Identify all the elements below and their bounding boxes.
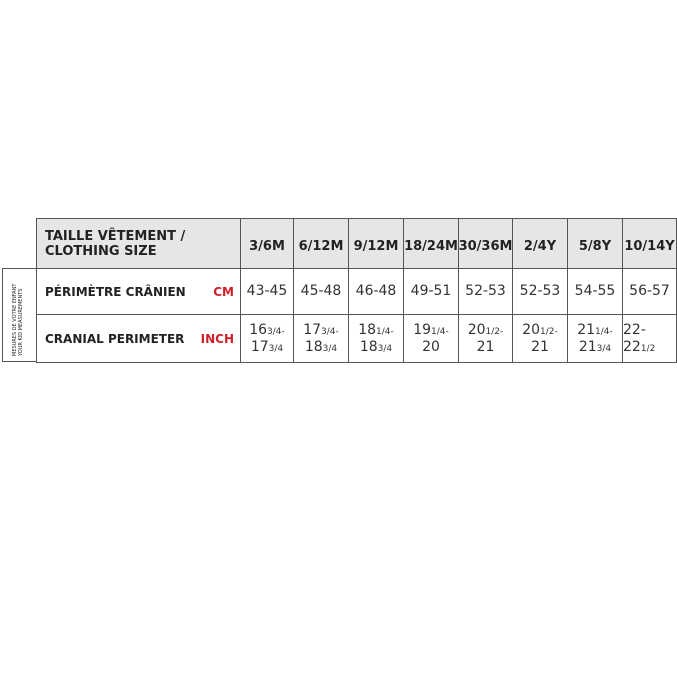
value-cell: 49-51 bbox=[403, 268, 459, 315]
value-whole: 21 bbox=[578, 338, 597, 355]
value-cell: 45-48 bbox=[293, 268, 349, 315]
value-whole: 21 bbox=[577, 321, 596, 338]
row-label-cell: CRANIAL PERIMETER INCH bbox=[36, 314, 241, 363]
value-fraction: 1/4- bbox=[431, 326, 449, 337]
value-fraction: 3/4- bbox=[267, 326, 285, 337]
value-line: 183/4 bbox=[360, 339, 392, 356]
value-line: 20 bbox=[422, 339, 440, 356]
value-fraction: 1/4- bbox=[595, 326, 613, 337]
value-whole: 21 bbox=[476, 338, 495, 355]
value-line: 201/2- bbox=[522, 322, 558, 339]
value-fraction: 1/2- bbox=[540, 326, 558, 337]
value-line: 173/4- bbox=[303, 322, 339, 339]
value-cell: 211/4- 213/4 bbox=[567, 314, 623, 363]
value-whole: 20 bbox=[422, 338, 440, 355]
value-cell: 52-53 bbox=[512, 268, 568, 315]
header-label-line: TAILLE VÊTEMENT / bbox=[45, 228, 186, 244]
value-whole: 19 bbox=[413, 321, 432, 338]
value-cell: 201/2- 21 bbox=[458, 314, 513, 363]
value-whole: 18 bbox=[304, 338, 323, 355]
value-fraction: 3/4 bbox=[377, 343, 393, 354]
size-header: 10/14Y bbox=[622, 218, 677, 269]
value-line: 211/4- bbox=[577, 322, 613, 339]
value-line: 21 bbox=[531, 339, 549, 356]
value-cell: 163/4- 173/4 bbox=[240, 314, 294, 363]
value-fraction: 3/4 bbox=[322, 343, 338, 354]
value-cell: 56-57 bbox=[622, 268, 677, 315]
header-label-line: CLOTHING SIZE bbox=[45, 243, 157, 259]
value-fraction: 1/4- bbox=[376, 326, 394, 337]
value-fraction: 3/4- bbox=[321, 326, 339, 337]
side-label: MESURES DE VOTRE ENFANT YOUR KID MEASUREM… bbox=[12, 266, 24, 356]
size-header: 30/36M bbox=[458, 218, 513, 269]
value-line: 163/4- bbox=[249, 322, 285, 339]
value-line: 201/2- bbox=[468, 322, 504, 339]
header-label: TAILLE VÊTEMENT / CLOTHING SIZE bbox=[36, 218, 241, 269]
value-whole: 17 bbox=[250, 338, 269, 355]
value-fraction: 1/2 bbox=[640, 343, 656, 354]
row-unit: INCH bbox=[200, 331, 234, 346]
size-header: 6/12M bbox=[293, 218, 349, 269]
value-line: 191/4- bbox=[413, 322, 449, 339]
value-whole: 22-22 bbox=[623, 321, 646, 355]
value-line: 21 bbox=[477, 339, 495, 356]
value-line: 22-221/2 bbox=[623, 322, 676, 356]
value-cell: 54-55 bbox=[567, 268, 623, 315]
value-line: 213/4 bbox=[579, 339, 611, 356]
value-whole: 20 bbox=[522, 321, 541, 338]
value-line: 173/4 bbox=[251, 339, 283, 356]
value-cell: 43-45 bbox=[240, 268, 294, 315]
row-unit: CM bbox=[213, 284, 234, 299]
value-cell: 181/4- 183/4 bbox=[348, 314, 404, 363]
size-header: 3/6M bbox=[240, 218, 294, 269]
value-fraction: 3/4 bbox=[596, 343, 612, 354]
value-cell: 22-221/2 bbox=[622, 314, 677, 363]
value-cell: 52-53 bbox=[458, 268, 513, 315]
value-line: 183/4 bbox=[305, 339, 337, 356]
size-header: 5/8Y bbox=[567, 218, 623, 269]
side-label-line: YOUR KID MEASUREMENTS bbox=[18, 288, 24, 356]
value-whole: 18 bbox=[359, 338, 378, 355]
size-header: 2/4Y bbox=[512, 218, 568, 269]
value-cell: 191/4- 20 bbox=[403, 314, 459, 363]
value-cell: 201/2- 21 bbox=[512, 314, 568, 363]
size-header: 18/24M bbox=[403, 218, 459, 269]
row-label: CRANIAL PERIMETER bbox=[45, 331, 185, 346]
value-cell: 173/4- 183/4 bbox=[293, 314, 349, 363]
value-whole: 18 bbox=[358, 321, 377, 338]
value-fraction: 1/2- bbox=[485, 326, 504, 337]
value-fraction: 3/4 bbox=[268, 343, 284, 354]
value-line: 181/4- bbox=[358, 322, 394, 339]
value-whole: 16 bbox=[249, 321, 268, 338]
row-label-cell: PÉRIMÈTRE CRÂNIEN CM bbox=[36, 268, 241, 315]
value-whole: 20 bbox=[467, 321, 486, 338]
row-label: PÉRIMÈTRE CRÂNIEN bbox=[45, 284, 186, 299]
value-whole: 17 bbox=[303, 321, 322, 338]
value-whole: 21 bbox=[531, 338, 549, 355]
value-cell: 46-48 bbox=[348, 268, 404, 315]
size-header: 9/12M bbox=[348, 218, 404, 269]
